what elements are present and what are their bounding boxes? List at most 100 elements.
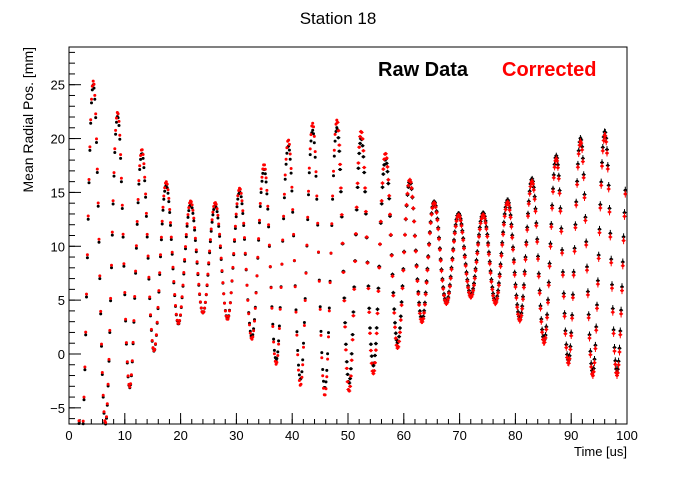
data-point — [285, 151, 289, 155]
data-point — [85, 295, 88, 299]
data-point — [169, 221, 172, 225]
data-point — [297, 373, 301, 377]
data-point — [276, 354, 280, 357]
data-point — [232, 252, 236, 255]
data-point — [143, 175, 147, 179]
data-point — [253, 306, 257, 310]
data-point — [312, 134, 316, 138]
data-point — [287, 148, 291, 152]
data-point — [212, 205, 216, 208]
data-point — [112, 171, 116, 175]
data-point — [95, 141, 98, 144]
data-point — [230, 279, 234, 283]
data-point — [166, 188, 170, 192]
data-point — [332, 154, 336, 158]
data-point — [135, 222, 139, 226]
data-point — [179, 313, 182, 317]
data-point — [144, 211, 148, 215]
data-point — [173, 293, 177, 296]
y-tick-label: 15 — [51, 185, 65, 200]
data-point — [233, 227, 237, 230]
data-point — [300, 375, 304, 379]
data-point — [239, 191, 243, 195]
data-point — [160, 222, 164, 226]
data-point — [159, 235, 163, 239]
data-point — [91, 79, 95, 83]
data-point — [316, 221, 320, 225]
data-point — [296, 349, 300, 352]
data-point — [137, 179, 141, 183]
data-point — [180, 295, 184, 299]
data-point — [144, 192, 148, 196]
data-point — [98, 277, 102, 281]
y-tick-label: −5 — [50, 401, 65, 416]
data-point — [193, 236, 197, 240]
data-point — [82, 398, 86, 402]
data-point — [238, 187, 242, 191]
data-point — [178, 319, 182, 322]
data-point — [162, 194, 166, 198]
data-point — [190, 203, 194, 207]
data-point — [246, 298, 250, 302]
data-point — [289, 171, 293, 175]
data-point — [323, 393, 327, 397]
data-point — [288, 157, 292, 161]
y-tick-label: 5 — [58, 293, 65, 308]
data-point — [195, 260, 199, 264]
data-point — [185, 222, 189, 226]
data-point — [168, 208, 172, 211]
data-point — [95, 137, 98, 141]
plot-frame — [68, 46, 628, 425]
data-point — [242, 221, 246, 225]
data-point — [278, 307, 282, 311]
data-point — [248, 331, 252, 335]
data-point — [294, 310, 298, 314]
data-point — [145, 232, 149, 236]
data-point — [129, 373, 133, 377]
x-tick-label: 100 — [616, 428, 638, 443]
data-point — [294, 308, 298, 312]
data-point — [163, 186, 167, 190]
data-point — [110, 266, 113, 270]
data-point — [328, 281, 332, 285]
data-point — [258, 218, 261, 222]
data-point — [264, 176, 268, 180]
data-point — [194, 248, 198, 252]
data-point — [329, 251, 333, 255]
data-point — [235, 202, 239, 206]
data-point — [192, 216, 196, 220]
data-point — [240, 202, 244, 206]
data-point — [332, 169, 335, 173]
data-point — [114, 128, 118, 132]
data-point — [283, 177, 287, 181]
data-point — [192, 219, 196, 223]
data-point — [184, 233, 188, 236]
x-tick-label: 60 — [397, 428, 411, 443]
data-point — [251, 333, 255, 337]
data-point — [281, 238, 285, 242]
data-point — [258, 202, 262, 205]
data-point — [89, 121, 93, 125]
data-point — [160, 219, 164, 223]
data-point — [104, 421, 108, 424]
data-point — [218, 244, 222, 248]
data-point — [128, 385, 132, 389]
data-point — [327, 331, 330, 335]
data-point — [135, 220, 139, 223]
data-point — [187, 206, 191, 210]
data-point — [319, 333, 323, 337]
x-tick-label: 50 — [341, 428, 355, 443]
data-point — [96, 204, 100, 208]
y-axis-label: Mean Radial Pos. [mm] — [20, 47, 36, 193]
data-point — [218, 234, 222, 238]
data-point — [105, 415, 108, 419]
data-point — [333, 132, 337, 136]
data-point — [165, 182, 169, 186]
data-point — [118, 133, 122, 137]
data-point — [220, 269, 224, 273]
data-point — [313, 155, 317, 159]
data-point — [241, 209, 245, 213]
data-point — [99, 312, 103, 316]
data-point — [132, 319, 136, 323]
